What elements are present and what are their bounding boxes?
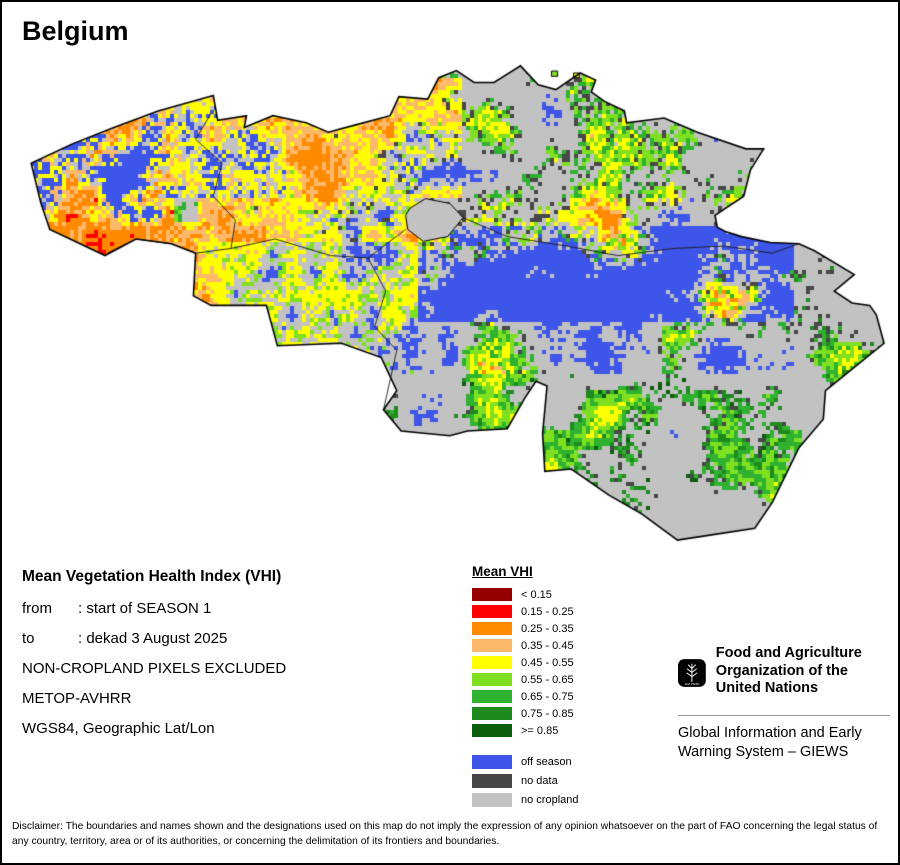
- legend-label: off season: [521, 755, 572, 768]
- legend-title: Mean VHI: [472, 564, 533, 579]
- legend-row: >= 0.85: [472, 722, 662, 739]
- legend-swatch: [472, 656, 512, 669]
- info-line-label: WGS84, Geographic Lat/Lon: [22, 720, 215, 737]
- info-line: from : start of SEASON 1: [22, 600, 462, 618]
- legend-row: 0.55 - 0.65: [472, 671, 662, 688]
- legend-row: 0.45 - 0.55: [472, 654, 662, 671]
- legend-label: 0.35 - 0.45: [521, 639, 574, 652]
- legend-row: 0.65 - 0.75: [472, 688, 662, 705]
- legend-label: 0.65 - 0.75: [521, 690, 574, 703]
- legend-swatch: [472, 588, 512, 601]
- legend-extra-classes: off season no data no cropland: [472, 752, 662, 809]
- info-line: NON-CROPLAND PIXELS EXCLUDED: [22, 660, 462, 678]
- legend-swatch: [472, 690, 512, 703]
- legend-swatch: [472, 673, 512, 686]
- legend-row: < 0.15: [472, 586, 662, 603]
- legend-label: 0.25 - 0.35: [521, 622, 574, 635]
- legend-label: 0.15 - 0.25: [521, 605, 574, 618]
- legend-swatch: [472, 792, 512, 807]
- legend-row: no data: [472, 771, 662, 790]
- legend-row: off season: [472, 752, 662, 771]
- info-line-value: : dekad 3 August 2025: [78, 630, 228, 647]
- legend-swatch: [472, 707, 512, 720]
- legend-row: no cropland: [472, 790, 662, 809]
- legend-swatch: [472, 605, 512, 618]
- info-line: to : dekad 3 August 2025: [22, 630, 462, 648]
- fao-branding: FIAT PANIS Food and Agriculture Organiza…: [678, 642, 890, 762]
- fao-org-name: Food and Agriculture Organization of the…: [715, 645, 862, 696]
- info-heading: Mean Vegetation Health Index (VHI): [22, 568, 282, 585]
- info-line-label: from: [22, 600, 52, 617]
- brand-divider: [678, 715, 890, 716]
- legend-classes: < 0.15 0.15 - 0.25 0.25 - 0.35 0.35 - 0.45 0…: [472, 586, 662, 739]
- legend-swatch: [472, 773, 512, 788]
- fao-brand-row: FIAT PANIS Food and Agriculture Organiza…: [678, 642, 890, 704]
- info-line-label: to: [22, 630, 35, 647]
- legend-swatch: [472, 622, 512, 635]
- giews-label: Global Information and Early Warning Sys…: [678, 725, 862, 760]
- page-title: Belgium: [22, 16, 129, 46]
- legend-swatch: [472, 754, 512, 769]
- fao-logo: FIAT PANIS: [678, 659, 706, 687]
- legend-swatch: [472, 724, 512, 737]
- info-block: Mean Vegetation Health Index (VHI) from:…: [22, 568, 462, 750]
- legend: Mean VHI < 0.15 0.15 - 0.25 0.25 - 0.35 0.3…: [472, 564, 662, 809]
- legend-label: >= 0.85: [521, 724, 559, 737]
- legend-row: 0.25 - 0.35: [472, 620, 662, 637]
- fao-logo-motto: FIAT PANIS: [685, 682, 699, 686]
- legend-label: < 0.15: [521, 588, 552, 601]
- info-line-value: : start of SEASON 1: [78, 600, 212, 617]
- disclaimer-text: Disclaimer: The boundaries and names sho…: [12, 821, 878, 847]
- legend-label: 0.75 - 0.85: [521, 707, 574, 720]
- info-line-label: NON-CROPLAND PIXELS EXCLUDED: [22, 660, 287, 677]
- legend-row: 0.75 - 0.85: [472, 705, 662, 722]
- info-line-label: METOP-AVHRR: [22, 690, 132, 707]
- info-lines: from : start of SEASON 1 to : dekad 3 Augus…: [22, 600, 462, 738]
- legend-row: 0.35 - 0.45: [472, 637, 662, 654]
- info-line: METOP-AVHRR: [22, 690, 462, 708]
- legend-label: no data: [521, 774, 558, 787]
- info-line: WGS84, Geographic Lat/Lon: [22, 720, 462, 738]
- belgium-vhi-map: [10, 54, 894, 552]
- legend-row: 0.15 - 0.25: [472, 603, 662, 620]
- legend-swatch: [472, 639, 512, 652]
- legend-label: 0.55 - 0.65: [521, 673, 574, 686]
- legend-label: 0.45 - 0.55: [521, 656, 574, 669]
- legend-label: no cropland: [521, 793, 579, 806]
